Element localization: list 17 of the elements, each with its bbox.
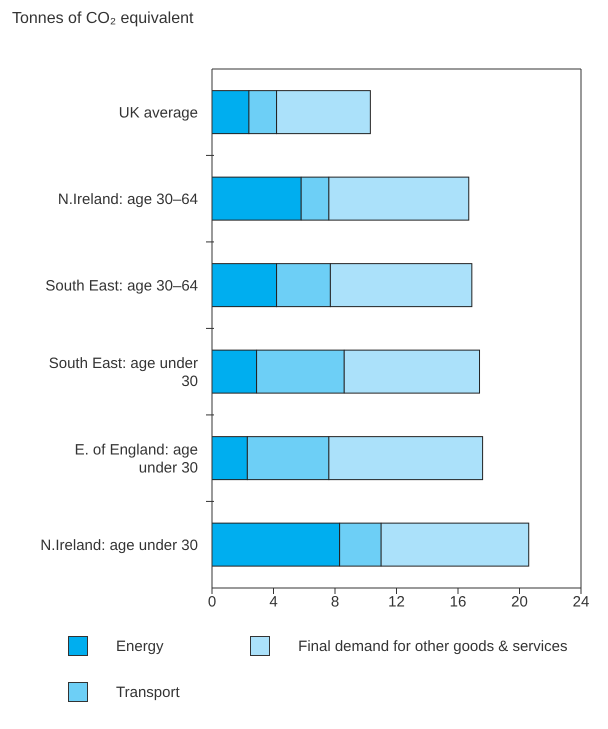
y-tick-label: South East: age under 30 bbox=[48, 354, 198, 390]
legend-label: Final demand for other goods & services bbox=[298, 638, 568, 654]
legend-label: Energy bbox=[116, 638, 164, 654]
y-tick-label: South East: age 30–64 bbox=[45, 277, 198, 294]
legend-label: Transport bbox=[116, 684, 180, 700]
x-tick-label: 0 bbox=[208, 594, 216, 611]
x-tick-label: 24 bbox=[572, 594, 590, 611]
x-tick-label: 4 bbox=[269, 594, 278, 611]
y-tick-label: N.Ireland: age 30–64 bbox=[58, 190, 198, 208]
y-tick-label: E. of England: age under 30 bbox=[74, 441, 198, 476]
x-tick-label: 16 bbox=[450, 594, 466, 611]
chart-title: Tonnes of CO₂ equivalent bbox=[12, 10, 194, 28]
y-tick-label: UK average bbox=[118, 104, 198, 122]
x-tick-label: 8 bbox=[330, 594, 340, 611]
x-tick-label: 12 bbox=[388, 594, 405, 611]
y-tick-label: N.Ireland: age under 30 bbox=[40, 536, 198, 554]
x-tick-label: 20 bbox=[511, 594, 528, 611]
